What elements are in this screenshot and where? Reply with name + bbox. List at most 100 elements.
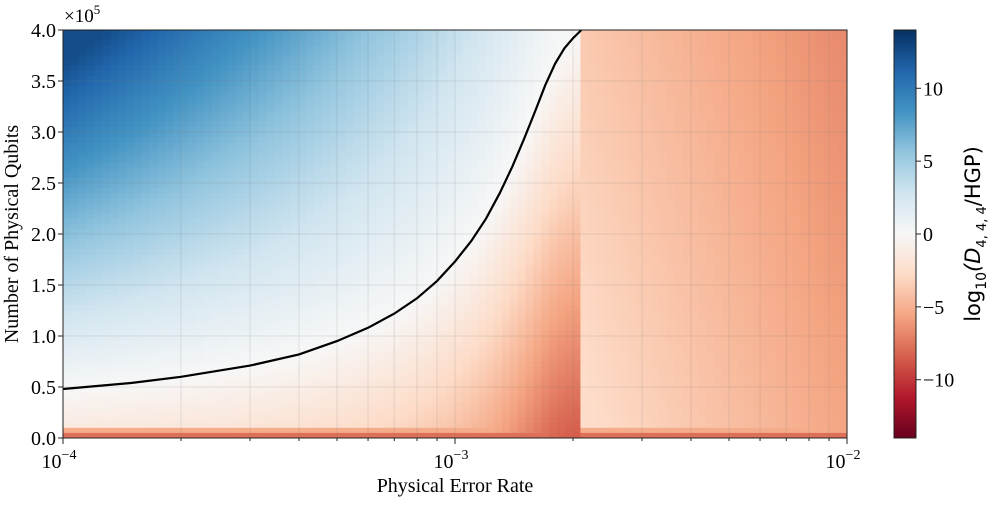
heatmap-cell bbox=[525, 86, 534, 92]
heatmap-cell bbox=[502, 86, 511, 92]
heatmap-cell bbox=[431, 295, 440, 301]
heatmap-cell bbox=[345, 96, 354, 102]
heatmap-cell bbox=[125, 234, 135, 240]
heatmap-cell bbox=[439, 228, 448, 235]
heatmap-cell bbox=[384, 101, 393, 108]
heatmap-cell bbox=[133, 305, 142, 312]
heatmap-cell bbox=[525, 147, 534, 153]
heatmap-cell bbox=[266, 218, 276, 225]
heatmap-cell bbox=[400, 188, 409, 194]
heatmap-cell bbox=[368, 142, 378, 148]
heatmap-cell bbox=[384, 157, 393, 164]
heatmap-cell bbox=[282, 371, 291, 378]
heatmap-cell bbox=[455, 422, 464, 429]
heatmap-cell bbox=[431, 259, 440, 266]
heatmap-cell bbox=[306, 70, 315, 77]
heatmap-cell bbox=[125, 285, 135, 291]
heatmap-cell bbox=[384, 70, 393, 77]
heatmap-cell bbox=[86, 381, 95, 388]
heatmap-cell bbox=[337, 341, 346, 347]
heatmap-cell bbox=[384, 91, 393, 97]
heatmap-cell bbox=[274, 116, 284, 123]
heatmap-cell bbox=[400, 371, 409, 378]
heatmap-cell bbox=[486, 427, 495, 434]
heatmap-cell bbox=[360, 101, 370, 108]
heatmap-cell bbox=[345, 50, 354, 57]
heatmap-cell bbox=[125, 269, 135, 276]
heatmap-cell bbox=[431, 111, 440, 118]
heatmap-cell bbox=[447, 376, 456, 383]
heatmap-cell bbox=[533, 417, 542, 424]
heatmap-cell bbox=[423, 70, 433, 77]
heatmap-cell bbox=[447, 295, 456, 301]
heatmap-cell bbox=[415, 376, 425, 383]
heatmap-cell bbox=[329, 371, 338, 378]
heatmap-cell bbox=[509, 305, 519, 312]
heatmap-cell bbox=[423, 55, 433, 62]
heatmap-cell bbox=[188, 392, 197, 398]
heatmap-cell bbox=[455, 55, 464, 62]
heatmap-cell bbox=[494, 366, 503, 373]
heatmap-cell bbox=[149, 228, 158, 235]
heatmap-cell bbox=[525, 330, 534, 337]
heatmap-cell bbox=[368, 336, 378, 342]
heatmap-cell bbox=[392, 336, 401, 342]
heatmap-cell bbox=[313, 65, 323, 72]
heatmap-cell bbox=[423, 264, 433, 271]
heatmap-cell bbox=[188, 376, 197, 383]
heatmap-cell bbox=[541, 91, 550, 97]
heatmap-cell bbox=[110, 336, 119, 342]
heatmap-cell bbox=[337, 274, 346, 281]
heatmap-cell bbox=[439, 387, 448, 393]
heatmap-cell bbox=[353, 188, 362, 194]
heatmap-cell bbox=[407, 218, 417, 225]
heatmap-cell bbox=[251, 320, 260, 327]
heatmap-cell bbox=[94, 81, 103, 87]
heatmap-cell bbox=[431, 101, 440, 108]
heatmap-cell bbox=[423, 213, 433, 220]
heatmap-cell bbox=[266, 402, 276, 408]
heatmap-cell bbox=[368, 320, 378, 327]
heatmap-cell bbox=[462, 376, 472, 383]
heatmap-cell bbox=[149, 177, 158, 184]
heatmap-cell bbox=[117, 264, 127, 271]
heatmap-cell bbox=[180, 157, 190, 164]
heatmap-cell bbox=[415, 239, 425, 245]
heatmap-cell bbox=[447, 213, 456, 220]
heatmap-cell bbox=[455, 111, 464, 118]
heatmap-cell bbox=[494, 239, 503, 245]
heatmap-cell bbox=[117, 147, 127, 153]
heatmap-cell bbox=[392, 254, 401, 261]
heatmap-cell bbox=[243, 366, 252, 373]
heatmap-cell bbox=[70, 351, 80, 357]
heatmap-cell bbox=[204, 310, 213, 317]
heatmap-cell bbox=[211, 336, 221, 342]
heatmap-cell bbox=[353, 45, 362, 51]
heatmap-cell bbox=[180, 259, 190, 266]
heatmap-cell bbox=[211, 254, 221, 261]
heatmap-cell bbox=[266, 305, 276, 312]
heatmap-cell bbox=[360, 188, 370, 194]
heatmap-cell bbox=[478, 172, 487, 179]
heatmap-cell bbox=[502, 305, 511, 312]
heatmap-cell bbox=[117, 407, 127, 414]
heatmap-cell bbox=[353, 381, 362, 388]
heatmap-cell bbox=[219, 397, 229, 403]
heatmap-cell bbox=[502, 279, 511, 286]
heatmap-cell bbox=[313, 315, 323, 322]
heatmap-cell bbox=[400, 198, 409, 204]
heatmap-cell bbox=[415, 361, 425, 368]
heatmap-cell bbox=[517, 234, 527, 240]
heatmap-cell bbox=[486, 75, 495, 82]
heatmap-cell bbox=[400, 162, 409, 169]
heatmap-cell bbox=[470, 244, 480, 250]
heatmap-cell bbox=[455, 132, 464, 138]
heatmap-cell bbox=[133, 208, 142, 215]
heatmap-cell bbox=[494, 427, 503, 434]
heatmap-cell bbox=[462, 30, 472, 36]
heatmap-cell bbox=[243, 126, 252, 133]
heatmap-cell bbox=[470, 50, 480, 57]
heatmap-cell bbox=[439, 218, 448, 225]
heatmap-cell bbox=[235, 132, 244, 138]
heatmap-cell bbox=[525, 223, 534, 230]
